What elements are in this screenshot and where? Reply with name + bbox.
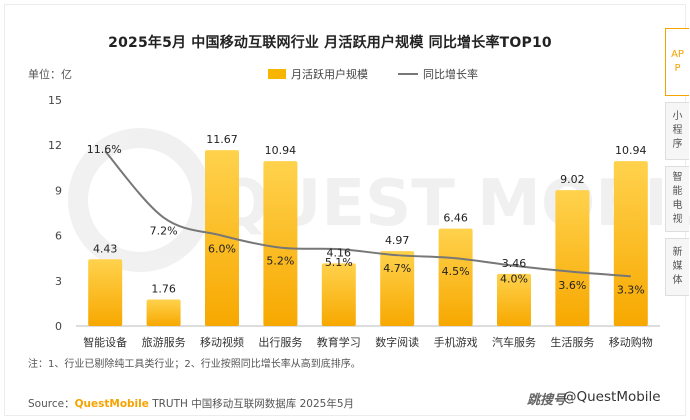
y-tick-label: 12 (48, 139, 62, 152)
line-value-label: 4.0% (500, 273, 528, 286)
source-rest: TRUTH 中国移动互联网数据库 2025年5月 (148, 398, 354, 410)
bar-value-label: 9.02 (560, 173, 585, 186)
bar-value-label: 4.16 (327, 246, 352, 259)
chart-title: 2025年5月 中国移动互联网行业 月活跃用户规模 同比增长率TOP10 (108, 35, 552, 51)
source-prefix: Source： (28, 398, 75, 410)
line-value-label: 3.6% (558, 279, 586, 292)
bar (555, 190, 590, 326)
legend-line: 同比增长率 (398, 66, 478, 82)
line-value-label: 5.2% (266, 255, 294, 268)
bar (321, 263, 356, 326)
x-tick-label: 生活服务 (550, 335, 594, 349)
x-tick-label: 智能设备 (83, 335, 127, 349)
bar-value-label: 1.76 (151, 282, 176, 295)
y-tick-label: 9 (55, 184, 62, 197)
line-value-label: 11.6% (87, 143, 122, 156)
source-line: Source：QuestMobile TRUTH 中国移动互联网数据库 2025… (28, 396, 354, 411)
x-tick-label: 旅游服务 (142, 335, 186, 349)
x-tick-label: 数字阅读 (375, 335, 419, 349)
bar (205, 150, 239, 326)
line-value-label: 4.5% (442, 265, 470, 278)
bar (146, 299, 181, 326)
bar-value-label: 4.43 (93, 242, 118, 255)
legend-bar-label: 月活跃用户规模 (291, 68, 368, 81)
y-tick-label: 6 (55, 230, 62, 243)
bar (613, 161, 648, 326)
tab-mini-program[interactable]: 小程序 (665, 102, 689, 160)
unit-label: 单位：亿 (28, 68, 72, 81)
legend-bar-swatch (268, 69, 286, 79)
side-tabs: APP 小程序 智能电视 新媒体 (665, 28, 689, 302)
legend-line-label: 同比增长率 (423, 68, 478, 81)
line-value-label: 5.1% (325, 256, 353, 269)
legend-line-swatch (398, 73, 418, 75)
y-tick-label: 15 (48, 94, 62, 107)
logo-mark: 跳搜号 (527, 393, 567, 408)
bar (263, 161, 298, 326)
x-tick-label: 汽车服务 (492, 335, 536, 349)
footnote: 注：1、行业已剔除纯工具类行业；2、行业按照同比增长率从高到底排序。 (28, 359, 361, 370)
y-tick-label: 0 (55, 320, 62, 333)
bar (438, 228, 473, 326)
logo-text: @QuestMobile (563, 389, 661, 405)
tab-smart-tv[interactable]: 智能电视 (665, 166, 689, 232)
tab-new-media[interactable]: 新媒体 (665, 238, 689, 296)
line-value-label: 6.0% (208, 243, 236, 256)
line-value-label: 7.2% (150, 225, 178, 238)
bar (88, 259, 123, 326)
x-tick-label: 移动购物 (609, 335, 653, 349)
bar-value-label: 3.46 (502, 257, 527, 270)
bar-value-label: 6.46 (443, 212, 468, 225)
growth-rate-line (104, 150, 631, 278)
tab-app[interactable]: APP (665, 28, 689, 96)
bar (380, 251, 415, 326)
source-brand: QuestMobile (74, 398, 149, 410)
x-tick-label: 出行服务 (258, 335, 302, 349)
bar-value-label: 11.67 (206, 133, 238, 146)
x-tick-label: 教育学习 (317, 335, 361, 349)
y-tick-label: 3 (55, 275, 62, 288)
line-value-label: 3.3% (617, 283, 645, 296)
bar-value-label: 4.97 (385, 234, 410, 247)
x-tick-label: 移动视频 (200, 335, 244, 349)
line-value-label: 4.7% (383, 262, 411, 275)
bar-value-label: 10.94 (615, 144, 647, 157)
x-tick-label: 手机游戏 (434, 335, 478, 349)
legend-bar: 月活跃用户规模 (268, 66, 368, 82)
bar-value-label: 10.94 (265, 144, 297, 157)
bar (497, 273, 531, 326)
